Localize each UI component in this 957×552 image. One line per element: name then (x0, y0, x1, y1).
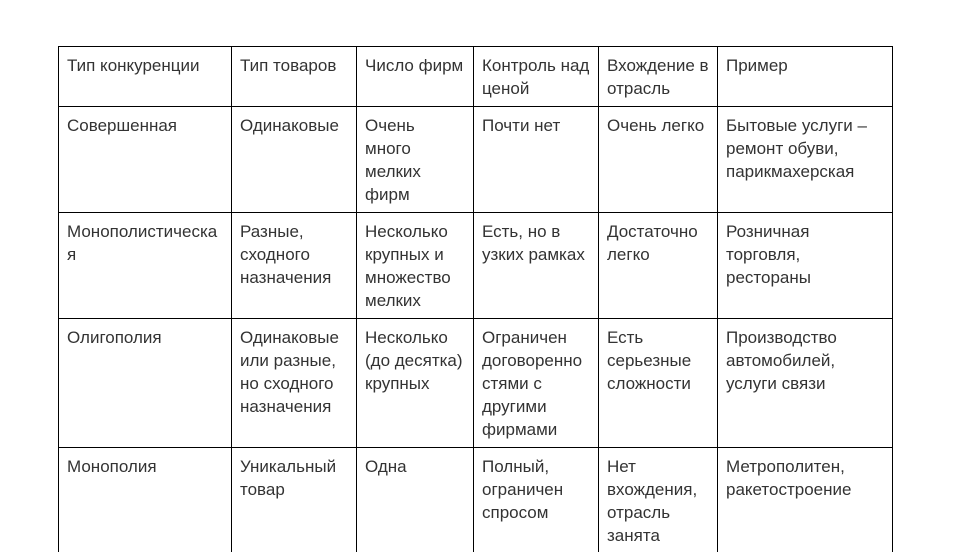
table-row-monopolistic-competition: Монополистическая Разные, сходного назна… (58, 212, 893, 319)
column-header-price-control: Контроль над ценой (473, 46, 599, 107)
table-cell: Несколько крупных и множество мелких (356, 212, 474, 319)
table-cell: Полный, ограничен спросом (473, 447, 599, 552)
table-row-oligopoly: Олигополия Одинаковые или разные, но схо… (58, 318, 893, 448)
table-cell: Производство автомобилей, услуги связи (717, 318, 893, 448)
column-header-industry-entry: Вхождение в отрасль (598, 46, 718, 107)
table-cell: Бытовые услуги – ремонт обуви, парикмахе… (717, 106, 893, 213)
table-cell: Почти нет (473, 106, 599, 213)
table-cell: Несколько (до десятка) крупных (356, 318, 474, 448)
table-cell: Разные, сходного назначения (231, 212, 357, 319)
table-cell: Розничная торговля, рестораны (717, 212, 893, 319)
table-cell: Монополия (58, 447, 232, 552)
header-row: Тип конкуренции Тип товаров Число фирм К… (58, 46, 893, 107)
table-container: Тип конкуренции Тип товаров Число фирм К… (58, 46, 893, 552)
table-cell: Одинаковые или разные, но сходного назна… (231, 318, 357, 448)
table-row-perfect-competition: Совершенная Одинаковые Очень много мелки… (58, 106, 893, 213)
table-cell: Достаточно легко (598, 212, 718, 319)
table-cell: Есть, но в узких рамках (473, 212, 599, 319)
column-header-competition-type: Тип конкуренции (58, 46, 232, 107)
table-cell: Уникальный товар (231, 447, 357, 552)
table-cell: Очень много мелких фирм (356, 106, 474, 213)
column-header-goods-type: Тип товаров (231, 46, 357, 107)
column-header-example: Пример (717, 46, 893, 107)
table-cell: Метрополитен, ракетостроение (717, 447, 893, 552)
table-cell: Есть серьезные сложности (598, 318, 718, 448)
table-cell: Совершенная (58, 106, 232, 213)
column-header-firm-count: Число фирм (356, 46, 474, 107)
table-cell: Олигополия (58, 318, 232, 448)
table-row-monopoly: Монополия Уникальный товар Одна Полный, … (58, 447, 893, 552)
table-cell: Ограничен договоренностями с другими фир… (473, 318, 599, 448)
table-cell: Одна (356, 447, 474, 552)
table-cell: Монополистическая (58, 212, 232, 319)
competition-types-table: Тип конкуренции Тип товаров Число фирм К… (58, 46, 893, 552)
table-cell: Одинаковые (231, 106, 357, 213)
table-cell: Нет вхождения, отрасль занята (598, 447, 718, 552)
table-cell: Очень легко (598, 106, 718, 213)
